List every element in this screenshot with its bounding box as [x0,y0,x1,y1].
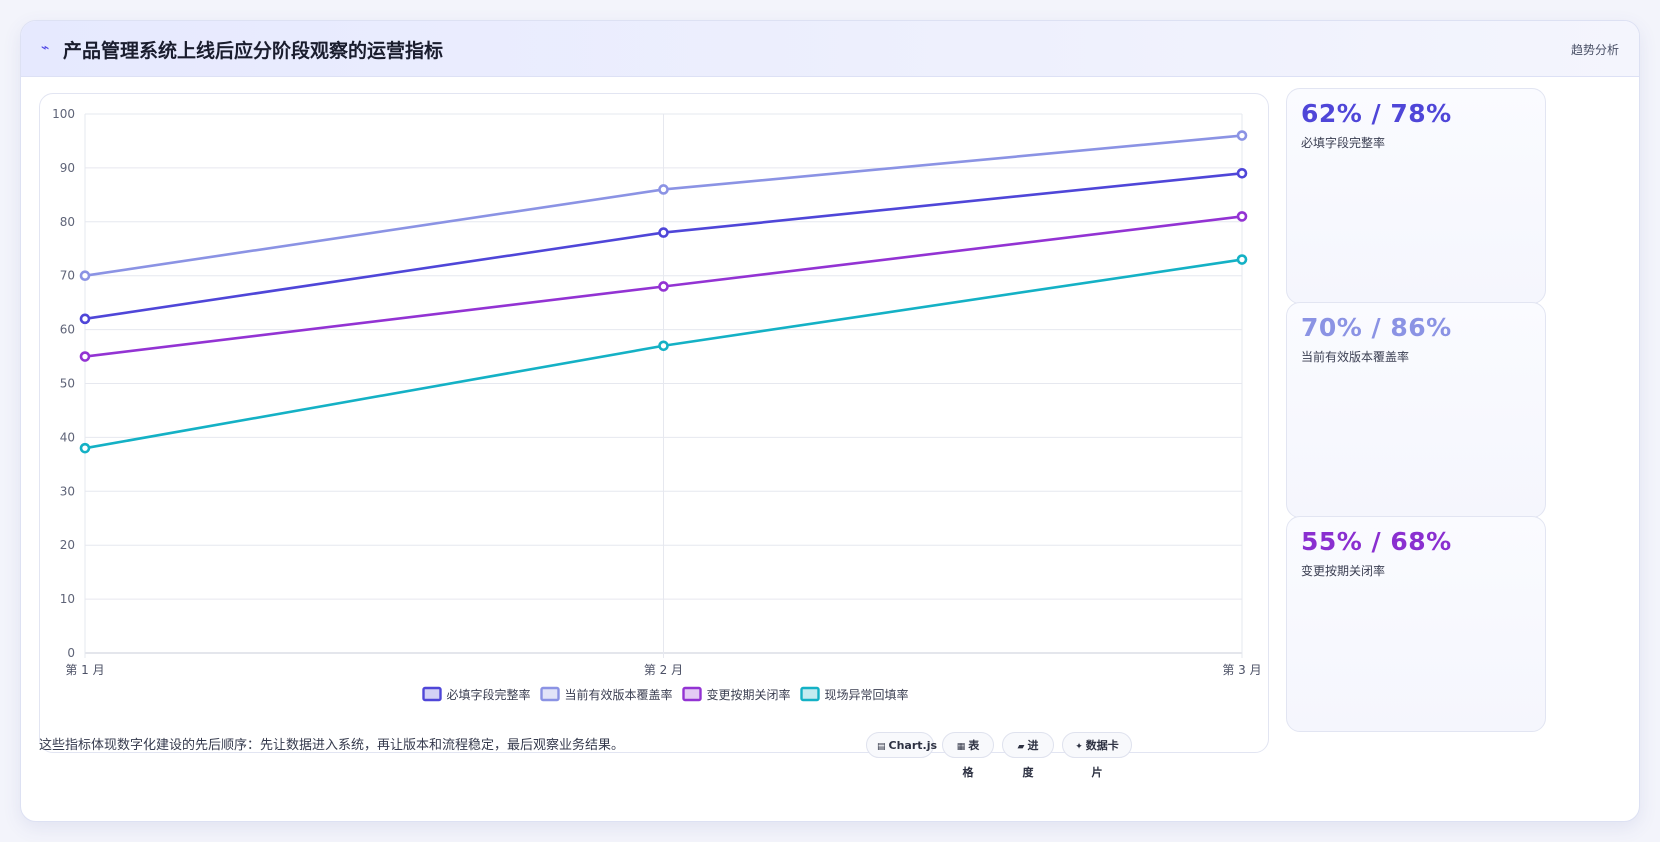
legend-label: 必填字段完整率 [447,687,531,702]
legend-label: 变更按期关闭率 [707,687,791,702]
x-tick-label: 第 1 月 [65,663,104,677]
pill-datacard[interactable]: ✦ 数据卡片 [1062,732,1132,779]
y-tick-label: 70 [60,269,75,283]
data-point [1236,211,1248,222]
kpi-card-1: 62% / 78% 必填字段完整率 [1286,88,1546,304]
data-point [658,227,669,238]
pill-table[interactable]: ▦ 表格 [942,732,994,779]
y-tick-label: 60 [60,323,75,337]
page-title: 产品管理系统上线后应分阶段观察的运营指标 [63,40,444,62]
data-point [79,351,91,362]
legend-label: 现场异常回填率 [825,687,909,702]
pill-label: 表格 [962,739,980,779]
progress-icon: ▰ [1017,742,1025,752]
footer-note: 这些指标体现数字化建设的先后顺序：先让数据进入系统，再让版本和流程稳定，最后观察… [39,738,625,753]
pill-label: 进度 [1022,739,1039,779]
y-tick-label: 50 [60,377,75,391]
trend-tag[interactable]: 趋势分析 [1570,43,1619,57]
chart-icon: ▤ [877,742,886,752]
y-tick-label: 100 [52,107,75,121]
data-point [658,340,669,352]
y-tick-label: 20 [60,538,75,552]
data-point [79,442,91,454]
kpi-label: 变更按期关闭率 [1301,564,1386,578]
data-point [658,184,669,195]
chart-panel: 0 10 20 30 40 50 60 70 80 90 100 第 1 月 第 2 月 第 3 月必填字… [39,93,1269,753]
x-tick-label: 第 3 月 [1222,663,1261,677]
legend-label: 当前有效版本覆盖率 [565,687,673,702]
kpi-value: 62% / 78% [1301,99,1452,128]
kpi-value: 70% / 86% [1301,313,1452,342]
kpi-card-2: 70% / 86% 当前有效版本覆盖率 [1286,302,1546,518]
pill-progress[interactable]: ▰ 进度 [1002,732,1054,779]
card-header: ⌁ 产品管理系统上线后应分阶段观察的运营指标 趋势分析 [21,21,1639,77]
pulse-icon: ⌁ [41,40,50,56]
card-icon: ✦ [1075,742,1083,752]
x-tick-label: 第 2 月 [644,663,683,677]
data-point [1236,130,1248,141]
pill-label: 数据卡片 [1085,739,1119,779]
y-tick-label: 90 [60,161,75,175]
legend-swatch [800,686,820,702]
data-point [1236,254,1248,265]
kpi-value: 55% / 68% [1301,527,1452,556]
y-tick-label: 0 [67,646,75,660]
legend-swatch [540,686,560,702]
y-tick-label: 80 [60,215,75,229]
legend-swatch [422,686,442,702]
data-point [1236,167,1248,179]
y-tick-label: 10 [60,592,75,606]
dashboard-card: ⌁ 产品管理系统上线后应分阶段观察的运营指标 趋势分析 0 10 20 30 40 50 6… [20,20,1640,822]
kpi-label: 当前有效版本覆盖率 [1301,350,1410,364]
kpi-card-3: 55% / 68% 变更按期关闭率 [1286,516,1546,732]
data-point [79,270,91,281]
table-icon: ▦ [956,742,966,752]
pill-chartjs[interactable]: ▤ Chart.js [866,732,937,758]
y-tick-label: 30 [60,484,75,498]
pill-label: Chart.js [888,739,938,752]
data-point [658,281,669,292]
kpi-label: 必填字段完整率 [1301,136,1386,150]
data-point [79,313,91,325]
y-tick-label: 40 [60,430,75,444]
legend-swatch [682,686,702,702]
line-chart: 0 10 20 30 40 50 60 70 80 90 100 第 1 月 第 2 月 第 3 月必填字… [52,107,1262,702]
